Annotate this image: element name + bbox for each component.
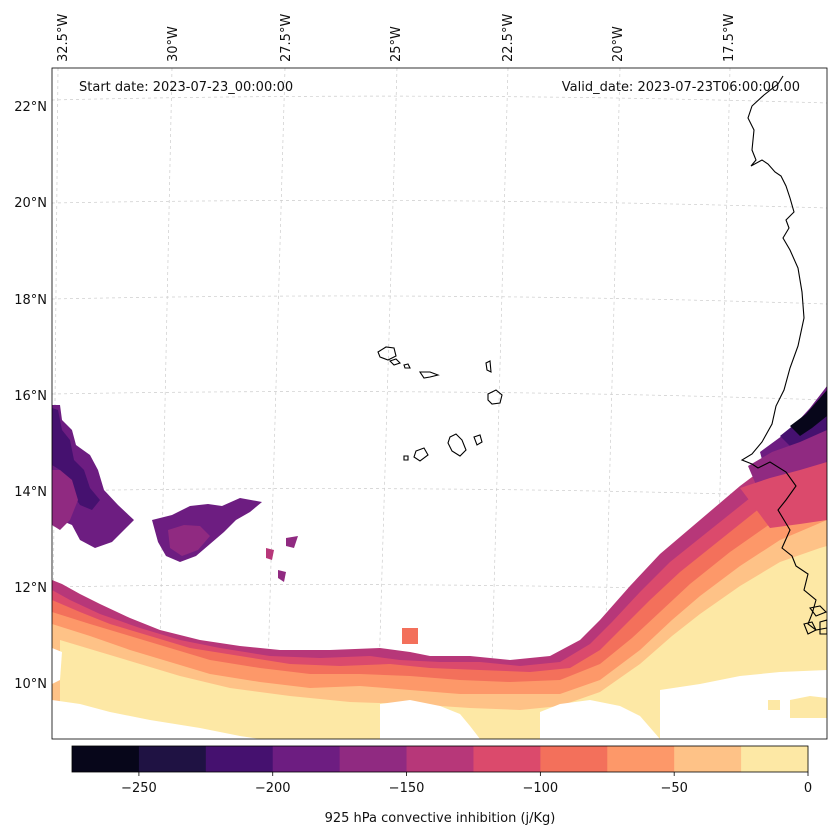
colorbar-swatches [72,746,809,772]
contour-gap [52,648,62,684]
island-santo-antao [377,346,397,361]
colorbar-swatch [272,746,341,772]
contour-west-darkpurple [52,408,100,510]
gridline-lat [52,584,827,594]
colorbar-swatch [138,746,207,772]
valid-date-annotation: Valid_date: 2023-07-23T06:00:00.00 [562,80,800,95]
contour-gap [380,700,480,739]
lat-tick-label: 12°N [14,581,47,596]
colorbar-swatch [473,746,541,772]
colorbar-ticks: −250 −200 −150 −100 −50 0 [121,772,812,796]
colorbar-tick-label: 0 [804,781,812,796]
colorbar-swatch [339,746,408,772]
colorbar-frame [71,745,809,773]
bijagos-islands [803,605,827,635]
coastlines [377,75,827,635]
island-santa-luzia [403,363,411,369]
gridline-lon [157,68,173,739]
contour-patch [402,628,418,644]
map-panel [51,67,828,740]
colorbar-label: 925 hPa convective inhibition (j/Kg) [325,811,556,826]
contour-west-magenta [52,470,78,530]
lat-tick-label: 14°N [14,485,47,500]
contour-east-red [740,462,827,528]
africa-coastline [740,75,827,631]
lon-tick-label: 17.5°W [722,14,737,62]
island-fogo [413,447,429,462]
contour-patch [790,696,827,718]
island-sal [485,360,492,373]
colorbar-swatch [540,746,608,772]
colorbar-swatch [205,746,274,772]
lon-tick-labels: 32.5°W 30°W 27.5°W 25°W 22.5°W 20°W 17.5… [56,14,737,62]
lon-tick-label: 22.5°W [501,14,516,62]
colorbar-swatch [741,746,809,772]
start-date-annotation: Start date: 2023-07-23_00:00:00 [79,80,293,95]
colorbar-tick-label: −50 [660,781,687,796]
gridline-lon [376,68,398,739]
lat-tick-label: 20°N [14,196,47,211]
contour-patch [768,700,780,710]
gridline-lon [265,68,286,739]
lon-tick-label: 32.5°W [56,14,71,62]
lat-tick-label: 10°N [14,677,47,692]
island-sao-nicolau [418,371,440,379]
gridline-lat [52,95,827,104]
contour-small-blob [286,536,298,548]
colorbar-tick-label: −150 [389,781,425,796]
gridline-lat [52,488,827,498]
gridline-lat [52,391,827,401]
lat-tick-labels: 22°N 20°N 18°N 16°N 14°N 12°N 10°N [14,100,47,692]
lat-tick-label: 22°N [14,100,47,115]
colorbar-swatch [607,746,675,772]
lon-tick-label: 20°W [611,26,626,62]
colorbar: −250 −200 −150 −100 −50 0 925 hPa convective … [71,745,812,826]
contour-gap [52,700,260,739]
gridline-lat [52,200,827,209]
island-santiago [447,433,467,457]
colorbar-swatch [72,746,140,772]
island-sao-vicente [388,358,402,366]
lat-tick-label: 16°N [14,389,47,404]
island-boa-vista [487,389,503,405]
island-brava [403,455,409,461]
colorbar-tick-label: −100 [523,781,559,796]
contour-small-blob [266,548,274,560]
lat-tick-label: 18°N [14,293,47,308]
colorbar-tick-label: −250 [121,781,157,796]
contour-mid-magenta [168,525,210,556]
gridline-lat [52,295,827,305]
island-maio [473,434,483,446]
colorbar-swatch [406,746,474,772]
colorbar-tick-label: −200 [255,781,291,796]
contour-south-6 [60,546,827,739]
cin-contours [52,386,827,739]
gridline-lon [489,68,509,739]
lon-tick-label: 27.5°W [279,14,294,62]
lon-tick-label: 30°W [166,26,181,62]
lon-tick-label: 25°W [389,26,404,62]
contour-east-black [790,390,827,436]
contour-gap [540,700,660,739]
map-frame [51,67,828,740]
contour-small-blob [278,570,286,582]
contour-gap [660,670,827,739]
colorbar-swatch [674,746,742,772]
